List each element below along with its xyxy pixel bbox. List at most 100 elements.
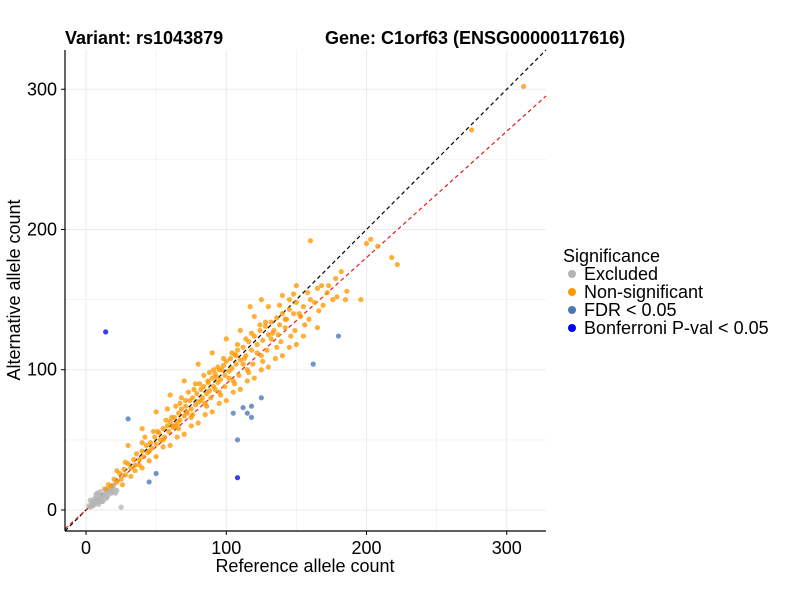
point-non-significant: [286, 306, 292, 313]
point-non-significant: [132, 462, 138, 468]
point-non-significant: [163, 417, 169, 423]
point-non-significant: [234, 347, 241, 353]
point-non-significant: [133, 451, 140, 457]
point-non-significant: [324, 290, 330, 296]
point-non-significant: [143, 442, 149, 449]
point-non-significant: [219, 367, 225, 373]
point-non-significant: [202, 412, 208, 418]
point-non-significant: [198, 397, 204, 404]
point-non-significant: [268, 336, 274, 342]
point-non-significant: [248, 347, 255, 353]
point-non-significant: [254, 350, 260, 356]
point-non-significant: [178, 406, 184, 412]
point-non-significant: [234, 341, 241, 348]
point-non-significant: [307, 297, 314, 303]
point-non-significant: [257, 322, 263, 328]
point-non-significant: [174, 434, 180, 440]
point-excluded: [104, 494, 110, 500]
point-non-significant: [338, 268, 344, 275]
point-non-significant: [237, 357, 243, 363]
point-non-significant: [194, 390, 200, 397]
x-tick-label: 100: [211, 538, 241, 558]
point-non-significant: [226, 375, 232, 381]
point-non-significant: [279, 292, 285, 299]
point-non-significant: [368, 236, 374, 242]
point-non-significant: [121, 466, 127, 472]
point-non-significant: [319, 282, 325, 289]
point-non-significant: [168, 414, 175, 421]
point-non-significant: [260, 358, 266, 364]
point-non-significant: [297, 313, 304, 320]
point-non-significant: [262, 319, 269, 325]
point-non-significant: [286, 344, 292, 350]
point-non-significant: [166, 428, 172, 435]
point-non-significant: [185, 389, 192, 395]
point-non-significant: [204, 403, 210, 409]
point-non-significant: [240, 344, 246, 350]
point-excluded: [91, 496, 98, 502]
point-non-significant: [190, 412, 196, 418]
point-non-significant: [167, 419, 173, 425]
point-non-significant: [103, 486, 109, 492]
point-fdr-0-05: [248, 414, 255, 421]
point-non-significant: [344, 288, 350, 294]
point-non-significant: [175, 410, 182, 416]
point-non-significant: [251, 375, 257, 381]
point-non-significant: [282, 325, 288, 331]
point-non-significant: [178, 395, 184, 401]
point-non-significant: [326, 282, 332, 289]
point-non-significant: [195, 361, 201, 367]
point-non-significant: [283, 316, 290, 322]
point-non-significant: [209, 350, 215, 356]
chart-title-left: Variant: rs1043879: [65, 28, 223, 48]
point-non-significant: [233, 353, 239, 359]
point-non-significant: [240, 361, 246, 367]
grid: [65, 50, 546, 531]
point-non-significant: [265, 304, 271, 310]
point-non-significant: [306, 316, 312, 322]
point-non-significant: [160, 426, 166, 432]
point-excluded: [89, 503, 95, 509]
point-fdr-0-05: [146, 479, 152, 485]
y-tick-label: 300: [27, 79, 57, 99]
point-non-significant: [139, 440, 145, 446]
point-non-significant: [314, 285, 321, 291]
point-non-significant: [218, 376, 224, 383]
point-non-significant: [394, 261, 400, 268]
point-excluded: [93, 491, 99, 498]
point-non-significant: [316, 308, 322, 314]
point-non-significant: [375, 243, 381, 249]
x-tick-label: 300: [492, 538, 522, 558]
point-non-significant: [342, 297, 349, 303]
point-non-significant: [258, 367, 264, 373]
point-non-significant: [192, 381, 199, 387]
point-non-significant: [258, 297, 264, 303]
point-non-significant: [177, 400, 183, 406]
point-non-significant: [288, 333, 294, 339]
point-non-significant: [302, 322, 308, 328]
point-non-significant: [223, 336, 229, 342]
point-non-significant: [191, 386, 197, 392]
point-non-significant: [146, 458, 152, 464]
point-non-significant: [290, 291, 297, 297]
point-non-significant: [108, 483, 114, 489]
point-non-significant: [236, 372, 242, 378]
point-non-significant: [389, 254, 395, 261]
point-non-significant: [216, 400, 222, 406]
point-fdr-0-05: [230, 410, 236, 416]
point-non-significant: [119, 482, 126, 488]
point-non-significant: [292, 327, 298, 334]
y-tick-label: 100: [27, 360, 57, 380]
point-non-significant: [206, 388, 213, 394]
point-non-significant: [153, 409, 159, 415]
point-non-significant: [206, 369, 213, 376]
point-non-significant: [243, 336, 249, 342]
point-bonferroni-p-val-0-05: [103, 329, 109, 335]
point-non-significant: [293, 299, 299, 306]
point-excluded: [87, 497, 93, 503]
point-excluded: [96, 501, 102, 507]
point-non-significant: [251, 313, 257, 320]
point-non-significant: [222, 383, 228, 390]
point-non-significant: [220, 362, 227, 369]
